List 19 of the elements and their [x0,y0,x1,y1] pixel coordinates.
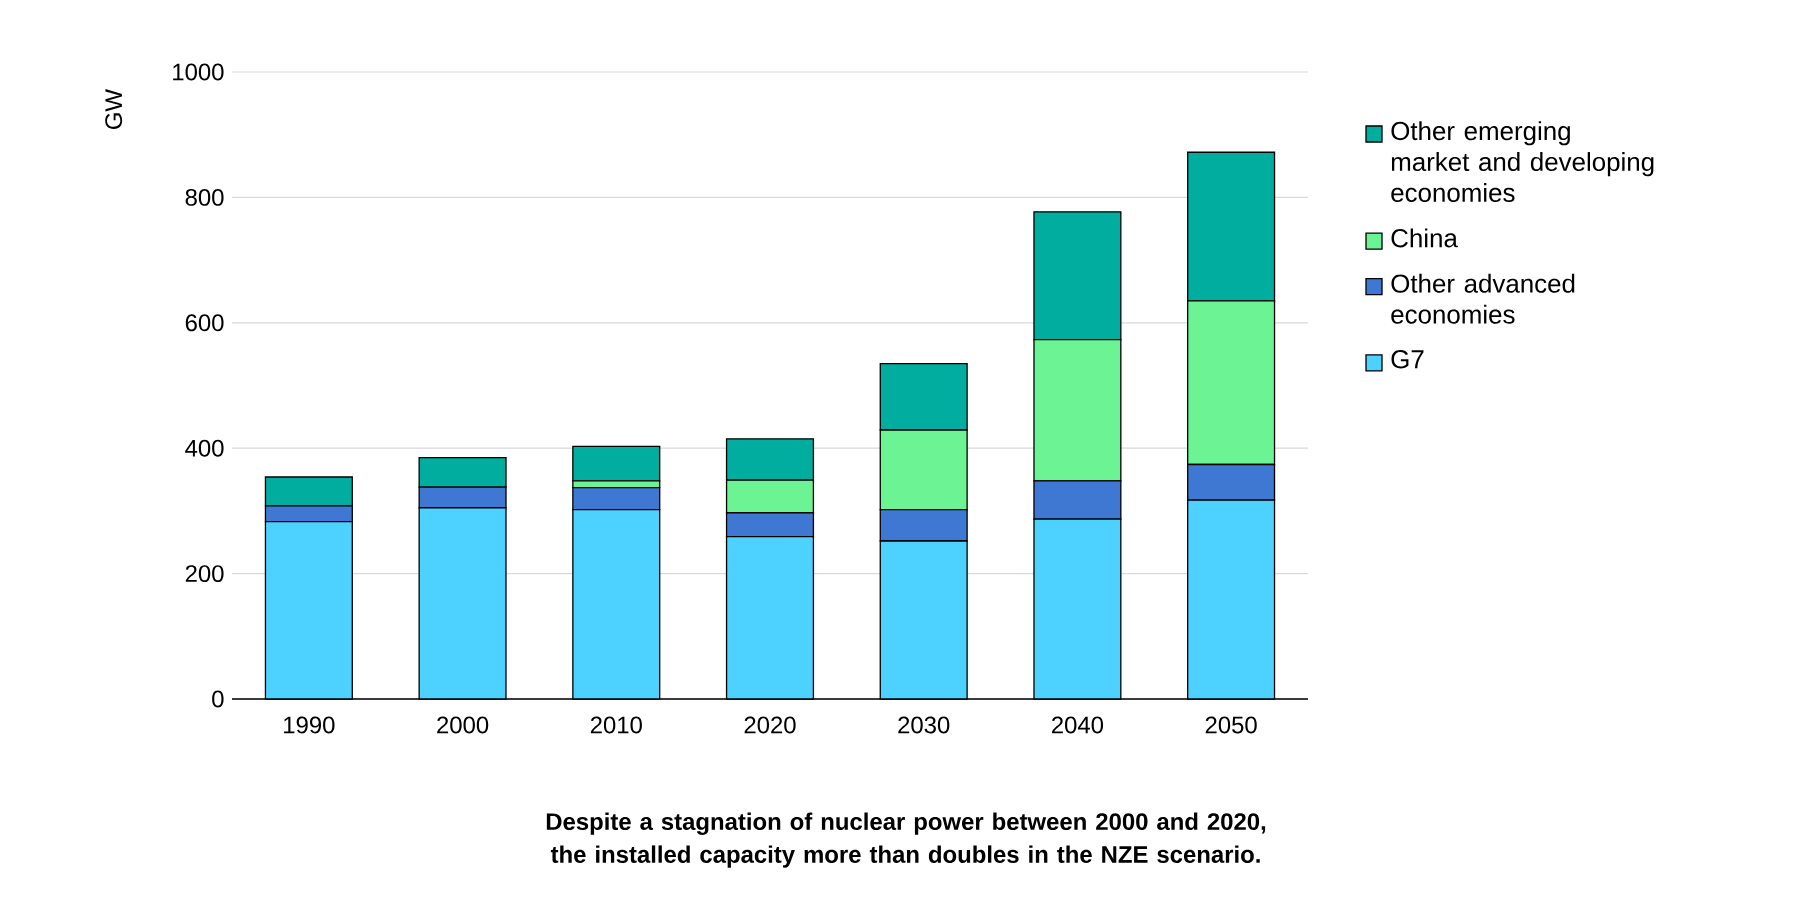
text: Despite a stagnation of nuclear power between 2000 and 2020, the installed capacity more than doubles in the NZE scenario. [546,812,1266,868]
x-tick-label: 1990 [284,716,335,734]
legend-label: Other advanced economies [1391,273,1575,324]
x-tick-label: 2040 [1052,716,1104,734]
legend-label: China [1391,228,1458,248]
legend-label: Other emerging market and developing economies [1391,121,1654,202]
y-tick-label: 0 [212,690,224,708]
x-tick-label: 2030 [898,716,950,734]
y-tick-label: 800 [185,188,224,206]
x-tick-label: 2050 [1205,716,1257,734]
legend-label: G7 [1391,350,1424,369]
y-tick-label: 600 [185,314,224,332]
y-tick-label: 400 [185,439,224,457]
x-tick-label: 2010 [590,716,642,734]
y-axis-title: GW [105,89,123,129]
y-tick-label: 1000 [173,63,224,81]
x-tick-label: 2000 [437,716,489,734]
x-tick-label: 2020 [744,716,796,734]
y-tick-label: 200 [185,565,224,583]
